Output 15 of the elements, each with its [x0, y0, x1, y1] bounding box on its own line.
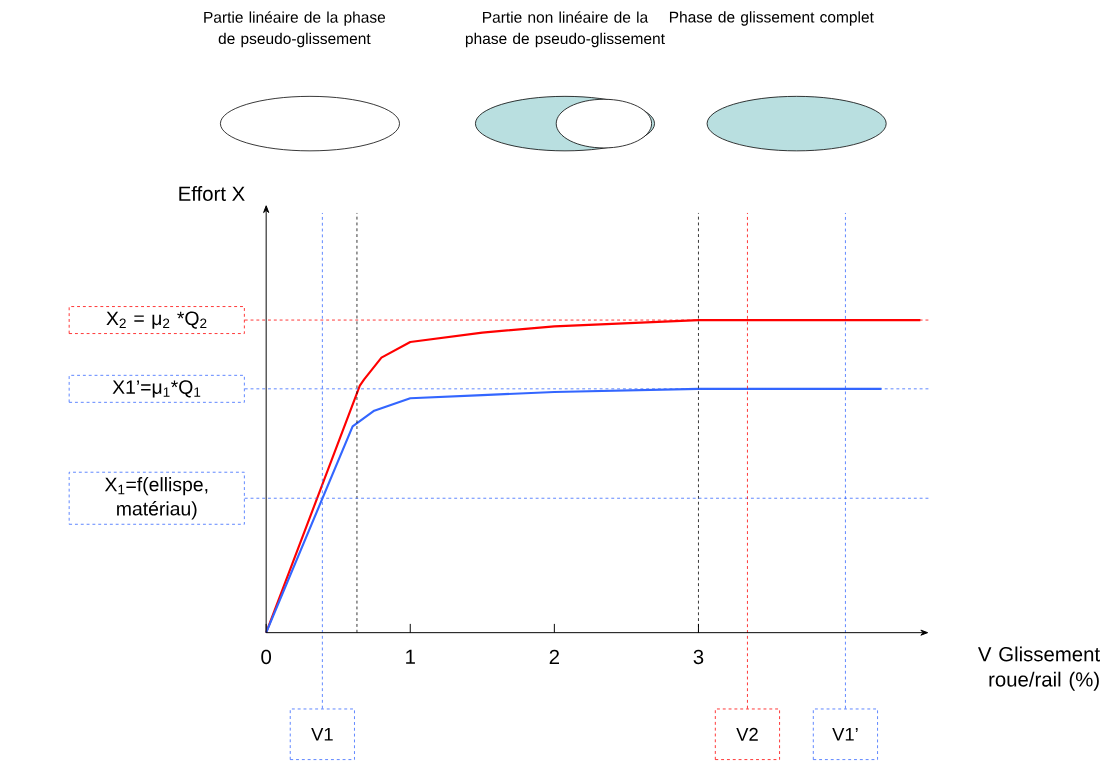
text: Partie non linéaire de la phase de pseudo-glissement [465, 11, 665, 48]
ref-line-label: V1’ [832, 727, 858, 741]
text: Partie linéaire de la phase de pseudo-glissement [204, 11, 386, 48]
x-tick-label: 0 [261, 649, 272, 665]
ref-line-label: X$_{2}$ = μ$_{2}$ *Q$_{2}$ [106, 311, 207, 329]
x-axis-title: V Glissement roue/rail (%) [977, 646, 1100, 691]
ref-line-label: X$_{1}$=f(ellispe, matériau) [104, 477, 208, 520]
x-tick-label: 1 [406, 649, 415, 664]
text: Effort X [179, 185, 245, 201]
ref-line-label: V2 [736, 727, 758, 741]
x-tick-label: 2 [549, 649, 559, 664]
x-tick-label: 3 [693, 649, 704, 665]
text: Phase de glissement complet [669, 11, 874, 26]
ref-line-label: V1 [311, 727, 333, 741]
ref-line-label: X1’=μ$_{1}$*Q$_{1}$ [112, 380, 201, 398]
